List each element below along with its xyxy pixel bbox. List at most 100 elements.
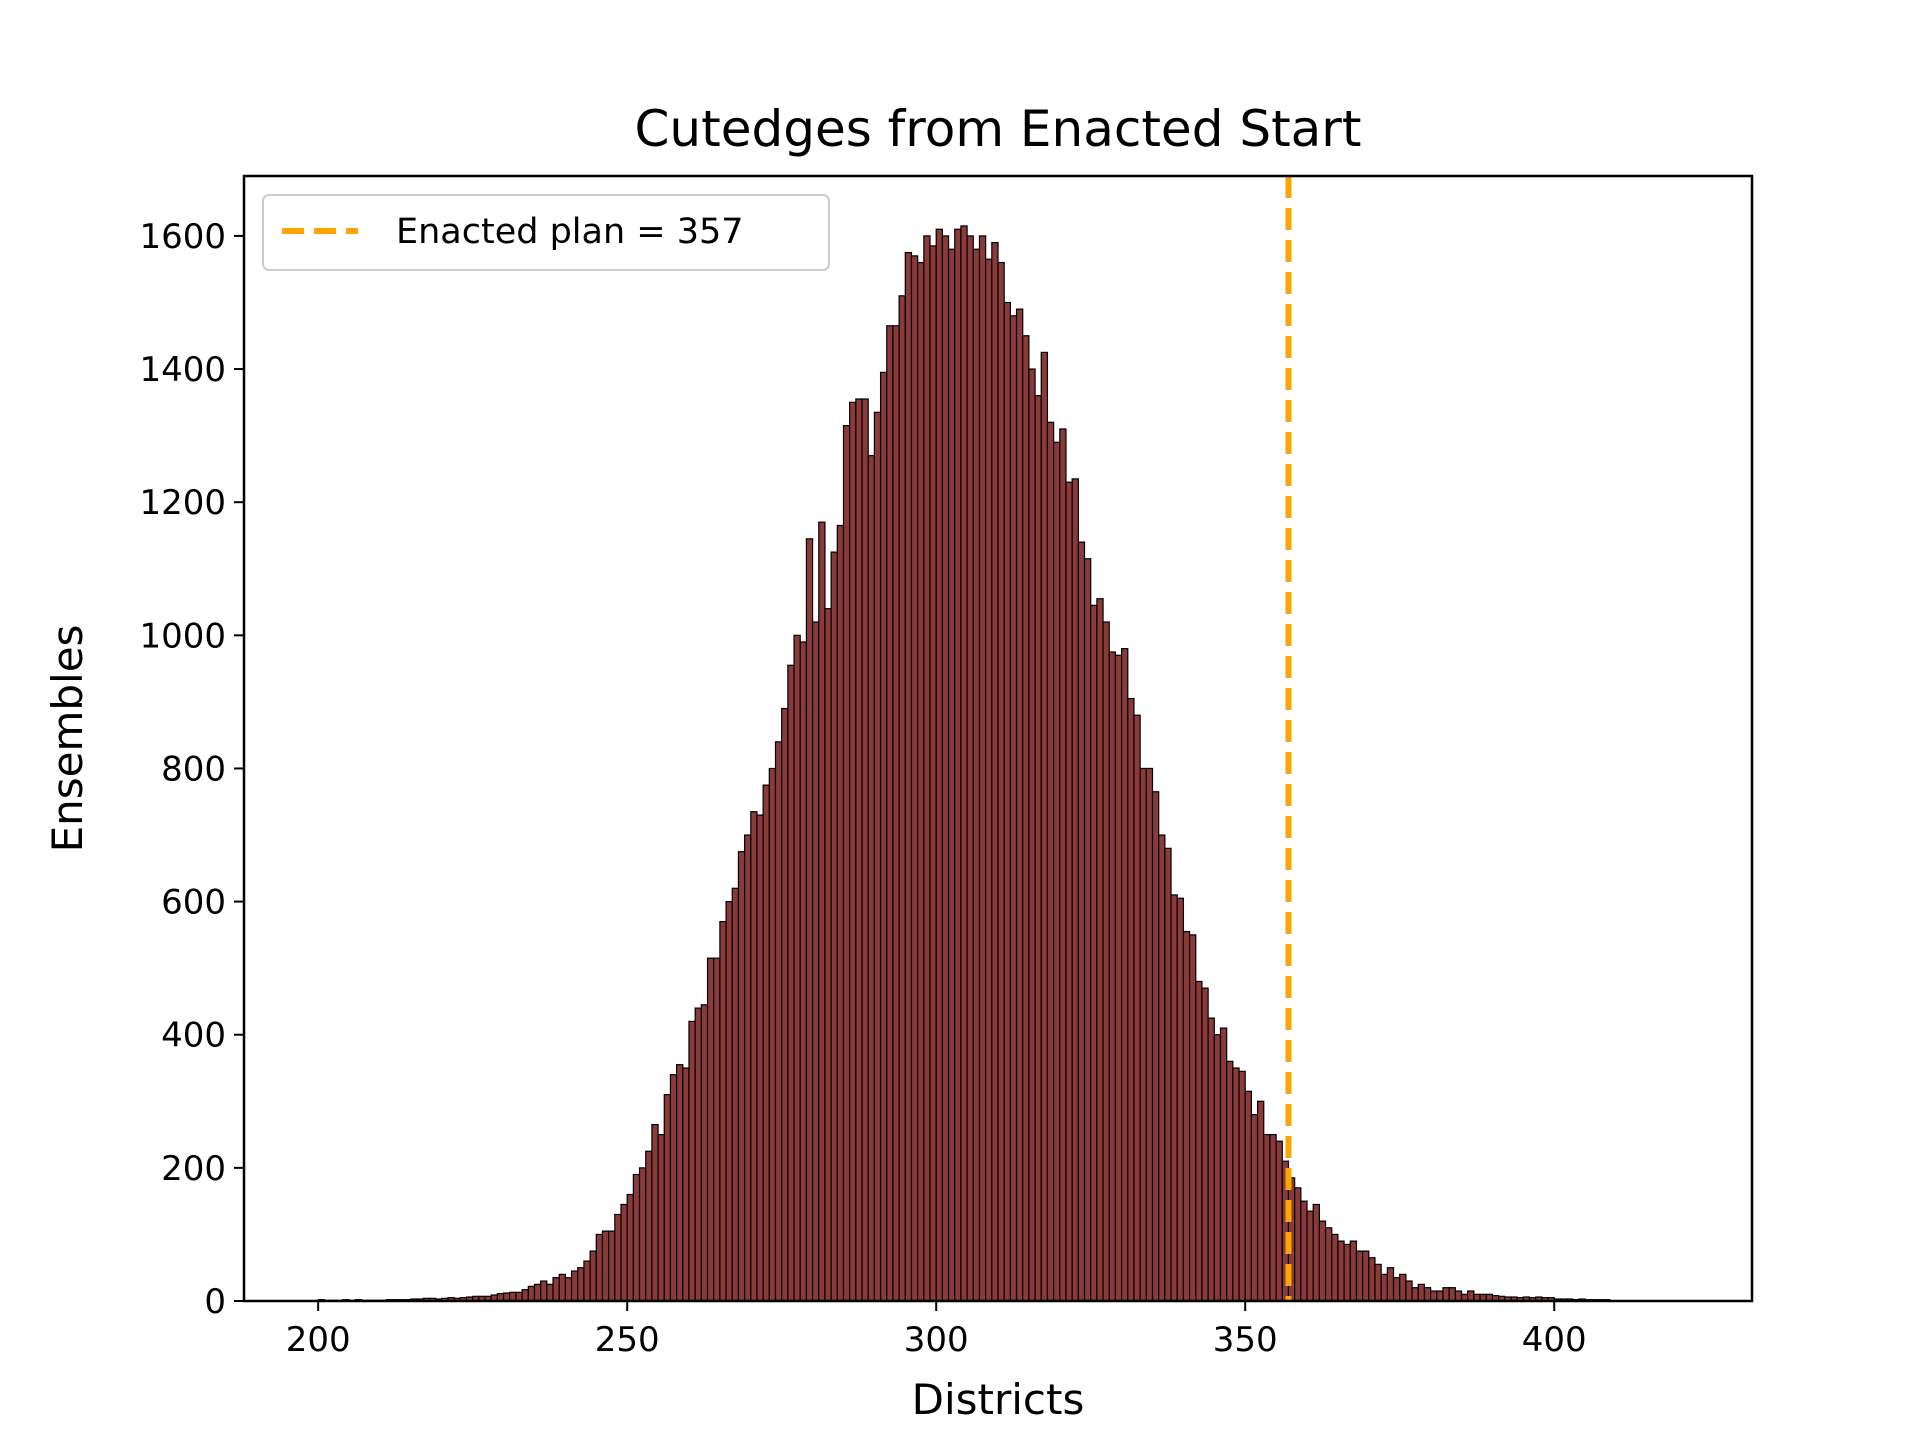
histogram-bar (1269, 1133, 1277, 1302)
histogram-bar (892, 325, 900, 1302)
histogram-bar (601, 1230, 610, 1302)
histogram-bar (886, 325, 894, 1302)
y-tick-label: 800 (161, 749, 226, 789)
histogram-bar (1139, 767, 1147, 1302)
histogram-bar (1430, 1290, 1438, 1302)
histogram-bar (1133, 714, 1141, 1302)
histogram-bar (1096, 598, 1104, 1302)
histogram-bar (577, 1267, 585, 1302)
histogram-bar (546, 1283, 554, 1302)
histogram-bars (317, 225, 1611, 1302)
histogram-bar (1405, 1280, 1413, 1302)
histogram-bar (1083, 558, 1092, 1302)
histogram-bar (1380, 1273, 1388, 1302)
histogram-bar (1226, 1060, 1234, 1302)
histogram-bar (1300, 1200, 1308, 1302)
histogram-bar (1355, 1250, 1364, 1302)
histogram-bar (941, 235, 950, 1302)
histogram-bar (873, 411, 882, 1302)
legend: Enacted plan = 357 (262, 194, 830, 271)
histogram-bar (1015, 308, 1024, 1302)
y-tick-label: 200 (161, 1149, 226, 1189)
histogram-bar (1263, 1133, 1271, 1302)
histogram-bar (632, 1173, 641, 1302)
histogram-bar (676, 1064, 684, 1302)
histogram-bar (836, 524, 845, 1302)
histogram-bar (1318, 1220, 1327, 1302)
histogram-bar (1121, 648, 1129, 1302)
histogram-bar (558, 1273, 566, 1302)
y-tick-label: 600 (161, 883, 226, 923)
histogram-bar (923, 235, 931, 1302)
histogram-bar (1065, 481, 1073, 1302)
y-axis-ticks: 0 200 400 600 800 1000 1200 1400 1600 (139, 217, 244, 1322)
x-axis-ticks: 200 250 300 350 400 (286, 1301, 1587, 1360)
histogram-bar (1423, 1287, 1432, 1302)
histogram-bar (1399, 1273, 1407, 1302)
histogram-bar (1108, 651, 1117, 1302)
histogram-bar (935, 228, 943, 1302)
histogram-bar (947, 248, 956, 1302)
y-tick-label: 0 (204, 1282, 226, 1322)
histogram-bar (694, 1007, 702, 1302)
histogram-bar (849, 401, 857, 1302)
histogram-bar (1467, 1290, 1475, 1302)
histogram-bar (1232, 1067, 1240, 1302)
histogram-bar (861, 398, 869, 1302)
x-tick-label: 200 (286, 1320, 351, 1360)
histogram-bar (1090, 604, 1098, 1302)
histogram-bar (595, 1233, 604, 1302)
histogram-bar (737, 851, 746, 1302)
histogram-bar (1386, 1267, 1395, 1302)
histogram-bar (1046, 421, 1055, 1302)
histogram-bar (966, 235, 974, 1302)
histogram-bar (1362, 1250, 1370, 1302)
histogram-bar (1201, 987, 1209, 1302)
plot-frame (242, 174, 1754, 1303)
histogram-bar (1102, 621, 1110, 1302)
histogram-bar (1034, 395, 1042, 1302)
x-tick-label: 300 (904, 1320, 969, 1360)
histogram-bar (589, 1250, 597, 1302)
histogram-bar (910, 255, 919, 1302)
histogram-bar (1324, 1227, 1333, 1302)
histogram-bar (515, 1291, 523, 1302)
histogram-bar (768, 767, 777, 1302)
histogram-bar (1213, 1034, 1222, 1302)
histogram-bar (811, 621, 820, 1302)
histogram-bar (1250, 1114, 1259, 1302)
histogram-bar (793, 634, 801, 1302)
histogram-bar (1312, 1203, 1320, 1302)
histogram-bar (1417, 1283, 1426, 1302)
histogram-bar (552, 1277, 560, 1302)
histogram-bar (1127, 697, 1135, 1302)
histogram-bar (824, 608, 832, 1302)
histogram-bar (620, 1203, 628, 1302)
histogram-bar (626, 1193, 634, 1302)
histogram-bar (787, 664, 795, 1302)
histogram-bar (731, 887, 740, 1302)
histogram-bar (651, 1123, 659, 1302)
histogram-bar (669, 1074, 678, 1302)
x-tick-label: 250 (595, 1320, 660, 1360)
histogram-bar (570, 1270, 579, 1302)
histogram-bar (1182, 930, 1191, 1302)
histogram-bar (706, 957, 715, 1302)
histogram-bar (1071, 478, 1079, 1302)
histogram-bar (774, 741, 783, 1302)
histogram-bar (1442, 1287, 1450, 1302)
histogram-bar (954, 228, 962, 1302)
histogram-bar (1436, 1290, 1444, 1302)
histogram-bar (1028, 368, 1036, 1302)
histogram-bar (1306, 1210, 1314, 1302)
y-axis-label: Ensembles (43, 625, 92, 853)
histogram-bar (533, 1283, 542, 1302)
histogram-bar (657, 1133, 665, 1302)
histogram-bar (1331, 1233, 1339, 1302)
histogram-bar (1207, 1017, 1215, 1302)
histogram-bar (929, 245, 937, 1302)
histogram-bar (1009, 315, 1018, 1302)
histogram-bar (1158, 834, 1166, 1302)
histogram-bar (855, 398, 863, 1302)
